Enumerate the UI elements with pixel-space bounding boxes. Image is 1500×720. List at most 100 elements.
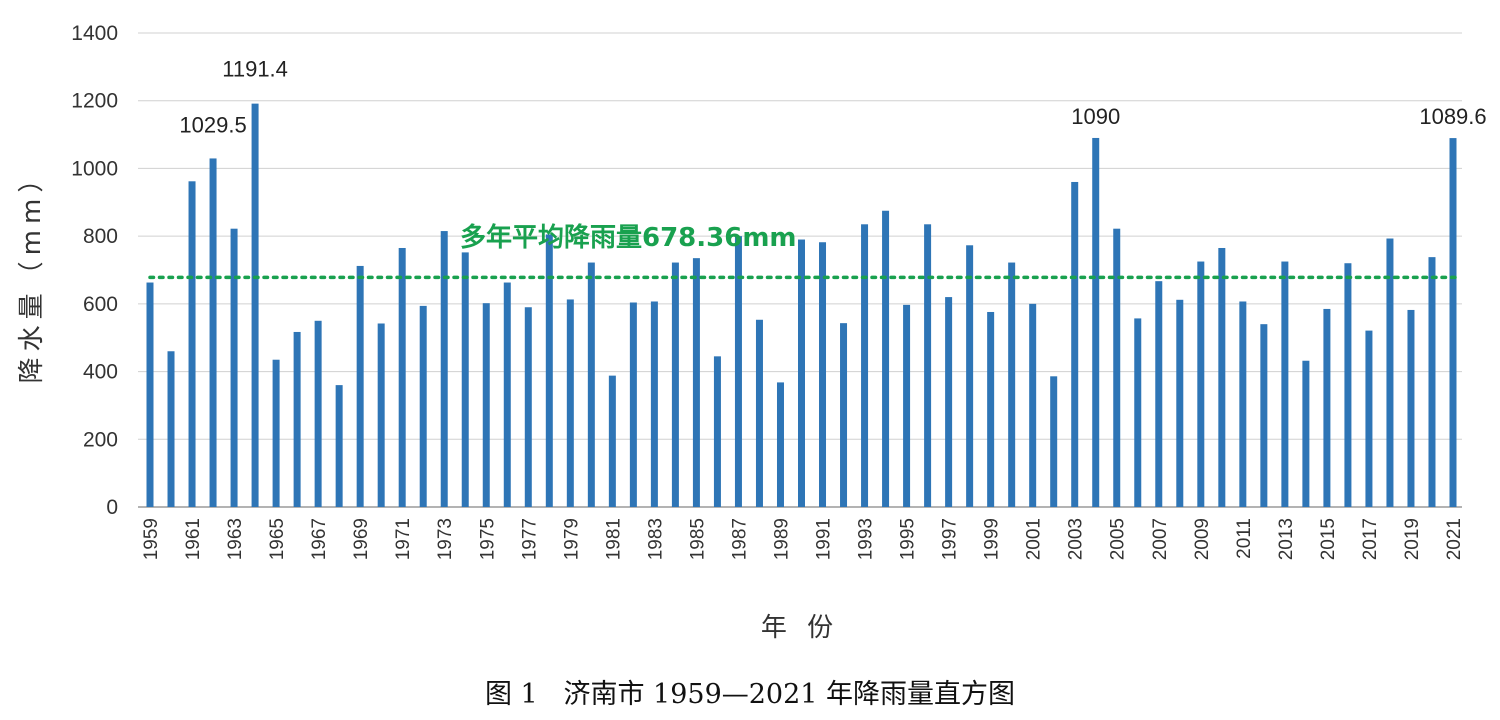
x-tick-label: 1965 bbox=[267, 518, 288, 560]
bar-2021 bbox=[1449, 138, 1457, 507]
bar-1978 bbox=[545, 234, 553, 507]
data-label-1964: 1191.4 bbox=[222, 57, 288, 82]
bar-2016 bbox=[1344, 263, 1352, 507]
x-tick-label: 1995 bbox=[898, 518, 919, 560]
x-tick-label: 2015 bbox=[1318, 518, 1339, 560]
bar-2011 bbox=[1239, 301, 1247, 507]
bar-1985 bbox=[692, 258, 700, 507]
bar-1981 bbox=[608, 375, 616, 507]
bar-1983 bbox=[650, 301, 658, 507]
x-tick-label: 1979 bbox=[561, 518, 582, 560]
x-tick-label: 2017 bbox=[1360, 518, 1381, 560]
x-tick-label: 2013 bbox=[1276, 518, 1297, 560]
bar-1976 bbox=[503, 282, 511, 507]
bar-1999 bbox=[987, 311, 995, 507]
bar-1996 bbox=[924, 224, 932, 508]
precipitation-bar-chart: 0 200 400 600 800 1000 1200 1400 1959 1961 1963 196… bbox=[17, 22, 1487, 643]
bar-1989 bbox=[776, 382, 784, 507]
bar-1993 bbox=[861, 224, 869, 508]
bar-1980 bbox=[587, 262, 595, 507]
bar-2014 bbox=[1302, 360, 1310, 507]
x-tick-label: 1981 bbox=[603, 518, 624, 560]
x-axis-title: 年 份 bbox=[761, 613, 839, 643]
bar-1995 bbox=[903, 304, 911, 507]
x-tick-label: 1983 bbox=[645, 518, 666, 560]
figure-caption: 图 1 济南市 1959—2021 年降雨量直方图 bbox=[484, 679, 1016, 710]
bar-1971 bbox=[398, 247, 406, 507]
bar-1992 bbox=[840, 323, 848, 507]
x-tick-label: 1993 bbox=[856, 518, 877, 560]
y-axis-title: 降水量（mm） bbox=[17, 161, 47, 384]
x-tick-label: 1967 bbox=[309, 518, 330, 560]
bar-1972 bbox=[419, 305, 427, 507]
data-label-2004: 1090 bbox=[1071, 104, 1120, 129]
bar-1967 bbox=[314, 320, 322, 507]
x-tick-label: 1989 bbox=[771, 518, 792, 560]
bar-2001 bbox=[1029, 303, 1037, 507]
y-tick-label: 200 bbox=[83, 428, 118, 451]
bar-2010 bbox=[1218, 247, 1226, 507]
bar-1975 bbox=[482, 303, 490, 507]
bar-1994 bbox=[882, 210, 890, 507]
bar-2005 bbox=[1113, 228, 1121, 508]
x-tick-label: 2007 bbox=[1150, 518, 1171, 560]
x-tick-label: 1961 bbox=[183, 518, 204, 560]
data-label-1962: 1029.5 bbox=[179, 112, 246, 137]
y-tick-label: 800 bbox=[83, 225, 118, 248]
bar-1977 bbox=[524, 307, 532, 507]
bar-2004 bbox=[1092, 137, 1100, 507]
bar-2015 bbox=[1323, 308, 1331, 507]
bar-1973 bbox=[440, 231, 448, 508]
bar-2000 bbox=[1008, 262, 1016, 507]
y-tick-label: 1200 bbox=[71, 90, 118, 113]
bar-2003 bbox=[1071, 181, 1079, 507]
bar-1962 bbox=[209, 158, 217, 507]
y-tick-label: 1000 bbox=[71, 157, 118, 180]
bar-2008 bbox=[1176, 299, 1184, 507]
y-tick-label: 400 bbox=[83, 361, 118, 384]
x-tick-label: 2005 bbox=[1108, 518, 1129, 560]
y-tick-label: 600 bbox=[83, 293, 118, 316]
bar-1986 bbox=[713, 356, 721, 507]
data-label-2021: 1089.6 bbox=[1419, 104, 1486, 129]
bar-1970 bbox=[377, 323, 385, 507]
bar-1961 bbox=[188, 181, 196, 507]
x-tick-label: 1971 bbox=[393, 518, 414, 560]
x-tick-label: 2011 bbox=[1234, 518, 1255, 559]
x-tick-label: 1963 bbox=[225, 518, 246, 560]
bar-2002 bbox=[1050, 376, 1058, 507]
bar-1964 bbox=[251, 103, 259, 507]
bar-1998 bbox=[966, 245, 974, 507]
bar-1969 bbox=[356, 265, 364, 507]
bar-1974 bbox=[461, 252, 469, 507]
bar-1960 bbox=[167, 351, 175, 507]
bar-2006 bbox=[1134, 318, 1142, 507]
x-tick-label: 1959 bbox=[141, 518, 162, 560]
x-tick-label: 1985 bbox=[687, 518, 708, 560]
y-tick-label: 1400 bbox=[71, 22, 118, 45]
x-tick-label: 1977 bbox=[519, 518, 540, 560]
bar-1991 bbox=[819, 242, 827, 508]
bar-1959 bbox=[146, 282, 154, 507]
bar-2013 bbox=[1281, 261, 1289, 507]
bar-2018 bbox=[1386, 238, 1394, 507]
chart-area: 0 200 400 600 800 1000 1200 1400 1959 1961 1963 196… bbox=[17, 22, 1487, 643]
x-tick-label: 2003 bbox=[1066, 518, 1087, 560]
x-tick-label: 1999 bbox=[982, 518, 1003, 560]
x-tick-label: 2021 bbox=[1444, 518, 1465, 560]
x-tick-label: 1975 bbox=[477, 518, 498, 560]
bar-1987 bbox=[734, 236, 742, 507]
x-tick-label: 1991 bbox=[814, 518, 835, 560]
bar-1997 bbox=[945, 297, 953, 507]
bar-2009 bbox=[1197, 261, 1205, 507]
bar-1963 bbox=[230, 228, 238, 508]
x-tick-label: 1969 bbox=[351, 518, 372, 560]
bar-1984 bbox=[671, 262, 679, 507]
bar-1990 bbox=[798, 239, 805, 507]
x-tick-label: 1997 bbox=[940, 518, 961, 560]
bar-1979 bbox=[566, 299, 574, 507]
bar-1966 bbox=[293, 331, 301, 507]
bar-2007 bbox=[1155, 281, 1163, 507]
x-tick-label: 2001 bbox=[1024, 518, 1045, 560]
bar-1965 bbox=[272, 359, 280, 507]
